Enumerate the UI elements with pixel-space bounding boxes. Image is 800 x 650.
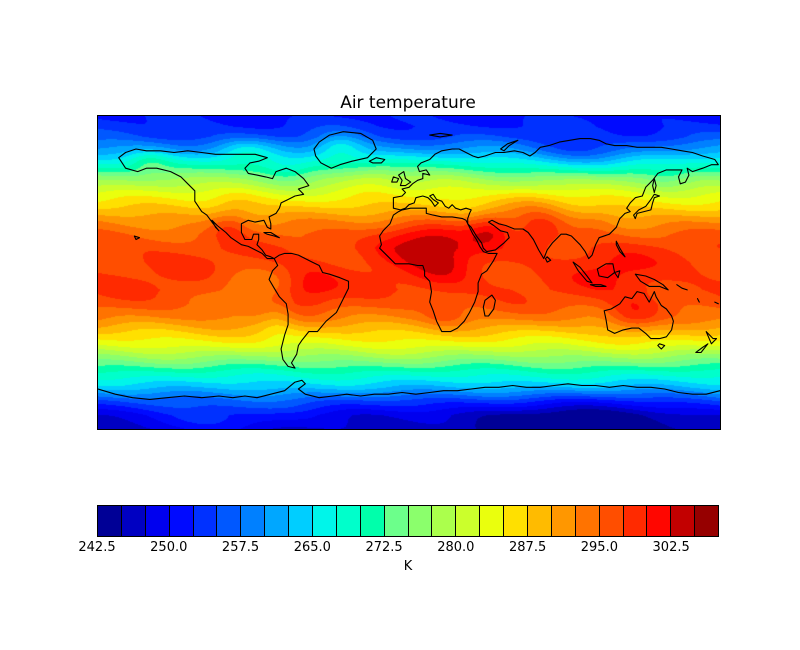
colorbar-segment	[504, 506, 529, 536]
colorbar-ticks: 242.5 250.0 257.5 265.0 272.5 280.0 287.5 295.0…	[78, 540, 719, 557]
colorbar-segment	[456, 506, 481, 536]
coastline-overlay	[98, 131, 720, 400]
colorbar-segment	[408, 506, 433, 536]
coastline-philippines	[615, 240, 626, 258]
coastline-java	[589, 284, 607, 287]
colorbar-segment	[528, 506, 552, 536]
colorbar-segment	[241, 506, 266, 536]
colorbar-segment	[289, 506, 314, 536]
colorbar-segment	[336, 506, 361, 536]
colorbar-segment	[480, 506, 505, 536]
coastline-sulawesi	[614, 270, 621, 279]
colorbar-segment	[121, 506, 146, 536]
colorbar-tick-label: 295.0	[580, 540, 618, 555]
coastline-ireland	[391, 176, 400, 183]
colorbar-segment	[313, 506, 337, 536]
coastline-south-america	[268, 252, 350, 369]
colorbar-segment	[671, 506, 696, 536]
coastline-nz-north-island	[705, 331, 718, 345]
colorbar	[97, 505, 719, 537]
colorbar-segment	[217, 506, 242, 536]
colorbar-segment	[575, 506, 600, 536]
coastline-africa	[379, 207, 498, 333]
coastline-svalbard	[429, 132, 453, 138]
coastline-hawaii	[133, 235, 141, 241]
colorbar-tick-label: 287.5	[509, 540, 547, 555]
chart-title: Air temperature	[340, 93, 476, 113]
temperature-map	[97, 115, 721, 430]
coastline-north-america	[118, 148, 310, 260]
coastline-sakhalin	[652, 178, 657, 194]
colorbar-tick-label: 265.0	[293, 540, 331, 555]
coastline-sumatra	[572, 261, 593, 284]
coastline-nz-south-island	[695, 343, 709, 354]
colorbar-segment	[623, 506, 648, 536]
coastline-japan	[633, 193, 661, 220]
coastline-greenland	[313, 131, 377, 169]
colorbar-segment	[695, 506, 719, 536]
colorbar-tick-label: 272.5	[365, 540, 403, 555]
colorbar-unit-label: K	[403, 559, 413, 574]
coastline-eurasia	[392, 138, 719, 260]
coastline-novaya-zemlya	[500, 139, 519, 152]
coastline-sri-lanka	[544, 256, 552, 263]
colorbar-tick-label: 280.0	[437, 540, 475, 555]
coastline-madagascar	[482, 294, 496, 317]
colorbar-tick-label: 250.0	[150, 540, 188, 555]
coastline-iceland	[368, 157, 386, 164]
colorbar-segment	[384, 506, 409, 536]
colorbar-tick-label: 302.5	[652, 540, 690, 555]
colorbar-segment	[265, 506, 290, 536]
colorbar-segment	[647, 506, 672, 536]
colorbar-segment	[169, 506, 194, 536]
coastline-tasmania	[657, 343, 666, 350]
coastline-uk	[398, 171, 412, 187]
coastline-cuba	[263, 231, 280, 239]
coastline-solomons	[676, 284, 688, 291]
colorbar-segment	[360, 506, 385, 536]
colorbar-tick-label: 242.5	[78, 540, 116, 555]
coastline-borneo	[596, 263, 616, 279]
colorbar-tick-label: 257.5	[221, 540, 260, 555]
coastline-australia	[603, 291, 674, 340]
coastline-fiji	[714, 301, 719, 305]
colorbar-segment	[432, 506, 457, 536]
colorbar-segment	[98, 506, 122, 536]
colorbar-segment	[599, 506, 624, 536]
coastline-new-guinea	[634, 273, 669, 291]
colorbar-segment	[551, 506, 576, 536]
coastline-antarctica	[98, 379, 720, 400]
coastline-vanuatu	[696, 298, 700, 303]
colorbar-segment	[193, 506, 218, 536]
colorbar-segment	[145, 506, 170, 536]
